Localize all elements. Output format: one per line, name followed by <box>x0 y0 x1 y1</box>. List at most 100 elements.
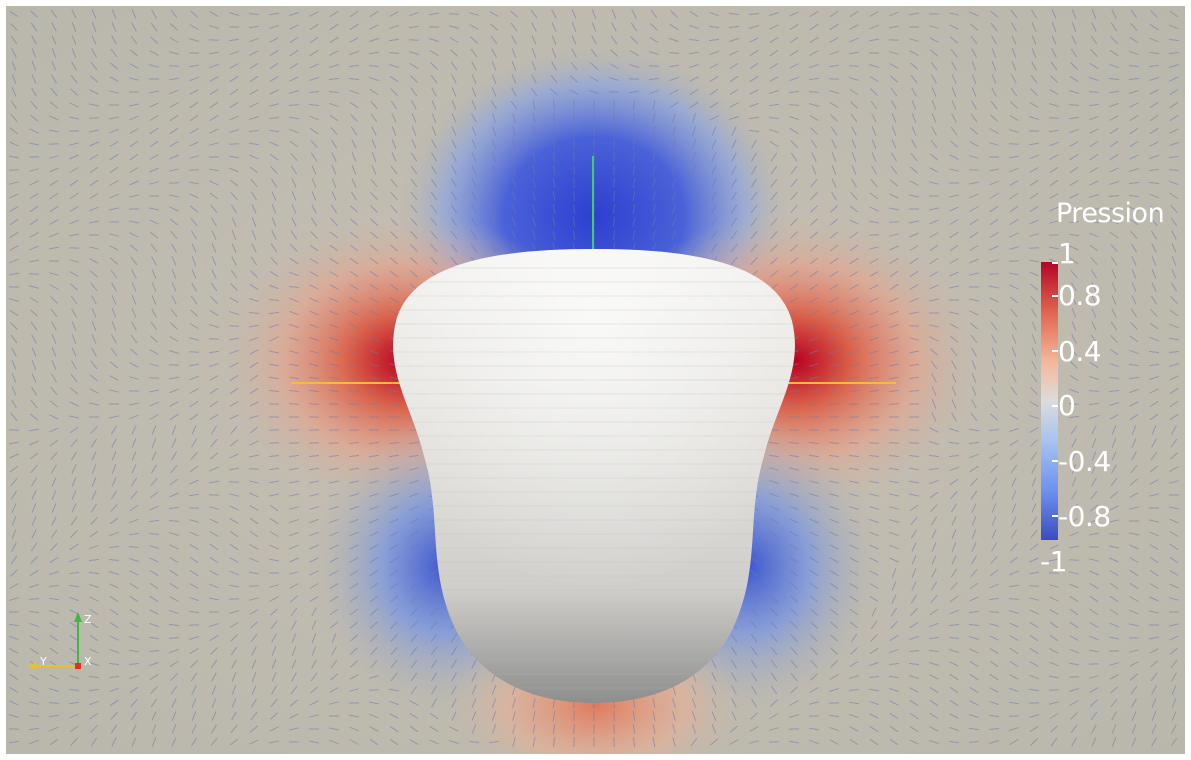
velocity-glyph <box>552 723 556 735</box>
velocity-glyph <box>789 454 799 458</box>
velocity-glyph <box>229 584 239 588</box>
velocity-glyph <box>1031 308 1037 318</box>
velocity-glyph <box>1011 48 1017 58</box>
velocity-glyph <box>573 229 575 241</box>
velocity-glyph <box>749 740 759 744</box>
velocity-glyph <box>349 336 359 342</box>
velocity-glyph <box>1070 724 1078 734</box>
velocity-glyph <box>1151 269 1157 279</box>
velocity-glyph <box>349 493 359 497</box>
velocity-glyph <box>830 660 838 668</box>
velocity-glyph <box>911 113 917 123</box>
pressure-field-scene[interactable] <box>6 6 1185 754</box>
velocity-glyph <box>1110 321 1118 331</box>
velocity-glyph <box>1109 153 1119 161</box>
legend-tick-label: -0.4 <box>1058 445 1111 478</box>
velocity-glyph <box>691 178 697 188</box>
velocity-glyph <box>369 493 379 497</box>
velocity-glyph <box>949 323 959 329</box>
velocity-glyph <box>289 297 299 303</box>
velocity-glyph <box>789 582 799 590</box>
velocity-glyph <box>9 309 19 317</box>
velocity-glyph <box>1030 516 1038 526</box>
velocity-glyph <box>189 596 199 602</box>
velocity-glyph <box>89 270 99 278</box>
velocity-glyph <box>130 334 138 344</box>
velocity-glyph <box>531 35 537 45</box>
velocity-glyph <box>209 413 219 421</box>
velocity-glyph <box>908 311 920 315</box>
velocity-glyph <box>149 519 159 523</box>
velocity-glyph <box>970 334 978 344</box>
velocity-glyph <box>969 582 979 590</box>
velocity-glyph <box>369 297 379 303</box>
velocity-glyph <box>828 78 840 80</box>
velocity-glyph <box>9 441 19 445</box>
velocity-glyph <box>809 569 819 577</box>
velocity-glyph <box>1050 725 1058 733</box>
velocity-glyph <box>1049 596 1059 602</box>
velocity-glyph <box>909 635 919 641</box>
velocity-glyph <box>809 336 819 342</box>
velocity-glyph <box>492 113 496 123</box>
velocity-glyph <box>652 737 656 747</box>
velocity-glyph <box>949 466 959 472</box>
velocity-glyph <box>249 480 259 484</box>
velocity-glyph <box>369 518 379 524</box>
velocity-glyph <box>829 634 839 642</box>
velocity-glyph <box>750 243 758 253</box>
velocity-glyph <box>289 467 299 471</box>
velocity-glyph <box>368 454 380 458</box>
velocity-glyph <box>789 700 799 706</box>
velocity-glyph <box>709 115 719 121</box>
velocity-glyph <box>930 61 938 71</box>
velocity-glyph <box>871 607 877 617</box>
velocity-glyph <box>11 399 17 409</box>
velocity-glyph <box>730 204 738 214</box>
velocity-glyph <box>849 51 859 55</box>
velocity-glyph <box>349 621 359 629</box>
velocity-glyph <box>349 569 359 577</box>
velocity-glyph <box>49 219 59 225</box>
velocity-glyph <box>1110 22 1118 32</box>
velocity-glyph <box>729 88 739 96</box>
velocity-glyph <box>829 231 839 239</box>
velocity-glyph <box>209 180 219 186</box>
velocity-glyph <box>768 117 780 119</box>
velocity-glyph <box>231 243 237 253</box>
velocity-glyph <box>888 493 900 497</box>
velocity-glyph <box>988 168 1000 172</box>
velocity-glyph <box>149 50 159 56</box>
velocity-glyph <box>870 178 878 188</box>
velocity-glyph <box>731 711 737 721</box>
velocity-glyph <box>711 152 717 162</box>
velocity-glyph <box>369 726 379 732</box>
velocity-glyph <box>1108 636 1120 640</box>
velocity-glyph <box>151 425 157 435</box>
velocity-glyph <box>829 714 839 718</box>
velocity-glyph <box>1129 114 1139 122</box>
velocity-glyph <box>369 363 379 367</box>
velocity-glyph <box>249 597 259 601</box>
velocity-glyph <box>789 257 799 265</box>
velocity-glyph <box>29 622 39 628</box>
velocity-glyph <box>1069 75 1079 83</box>
velocity-glyph <box>370 113 378 123</box>
velocity-glyph <box>329 570 339 576</box>
velocity-glyph <box>1149 114 1159 122</box>
velocity-glyph <box>471 139 477 149</box>
velocity-glyph <box>348 64 360 68</box>
velocity-glyph <box>1171 724 1177 734</box>
velocity-glyph <box>809 36 819 44</box>
velocity-glyph <box>810 139 818 149</box>
velocity-glyph <box>390 100 398 110</box>
velocity-glyph <box>169 51 179 55</box>
velocity-glyph <box>709 63 719 69</box>
velocity-glyph <box>451 152 457 162</box>
velocity-glyph <box>70 373 78 383</box>
velocity-glyph <box>1050 75 1058 83</box>
velocity-glyph <box>649 77 659 81</box>
velocity-glyph <box>909 166 919 174</box>
velocity-glyph <box>931 113 937 123</box>
